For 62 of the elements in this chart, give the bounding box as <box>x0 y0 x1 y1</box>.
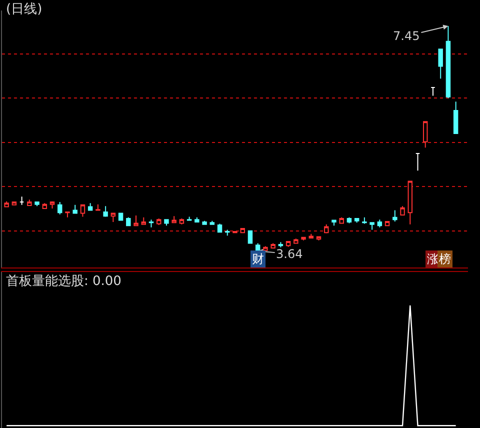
candlestick <box>377 219 382 228</box>
candlestick <box>96 204 100 211</box>
candlestick <box>453 101 458 134</box>
candlestick <box>217 223 222 233</box>
annotation: 3.64 <box>276 247 303 261</box>
candlestick <box>179 218 184 225</box>
candlestick <box>415 153 420 172</box>
candlestick <box>278 242 284 248</box>
candlestick <box>172 216 176 224</box>
candlestick <box>270 242 276 249</box>
candlestick <box>202 220 207 225</box>
candlestick <box>392 210 398 222</box>
annotation: 7.45 <box>393 29 420 43</box>
candlestick <box>19 196 24 206</box>
candlestick <box>324 224 329 234</box>
candlestick <box>422 121 428 148</box>
annotation: 财 <box>252 252 264 266</box>
candlestick <box>156 218 162 226</box>
candlestick <box>80 204 86 218</box>
candlestick <box>27 199 32 206</box>
candlestick <box>370 222 374 230</box>
candlestick <box>438 48 443 80</box>
chart-title: 首板量能选股: 0.00 <box>6 274 122 289</box>
candlestick <box>58 201 62 215</box>
candlestick <box>118 212 124 221</box>
candlestick <box>126 216 131 227</box>
candlestick <box>346 216 352 224</box>
candlestick <box>42 202 48 209</box>
candlestick <box>34 201 40 207</box>
annotation: 榜 <box>439 252 451 266</box>
candlestick <box>103 206 108 218</box>
candlestick <box>110 212 116 223</box>
candlestick <box>354 218 360 224</box>
candlestick <box>294 238 298 244</box>
candlestick <box>286 241 291 248</box>
candlestick <box>210 220 215 225</box>
candlestick <box>332 220 336 226</box>
candlestick <box>4 200 9 208</box>
candlestick <box>12 201 17 206</box>
annotation: 涨 <box>427 252 439 266</box>
candlestick <box>65 212 70 218</box>
candlestick <box>248 230 253 244</box>
candlestick <box>339 216 344 224</box>
candlestick <box>88 202 93 211</box>
candlestick <box>446 26 451 99</box>
candlestick <box>408 180 412 225</box>
candlestick <box>134 215 138 226</box>
candlestick <box>50 200 55 209</box>
chart-title: (日线) <box>6 2 42 17</box>
candlestick <box>194 216 200 223</box>
candlestick <box>301 236 306 241</box>
candlestick <box>362 216 367 224</box>
candlestick <box>400 206 405 216</box>
candlestick <box>148 219 154 228</box>
candlestick <box>225 229 230 236</box>
candlestick <box>72 204 78 214</box>
candlestick <box>141 216 146 225</box>
candlestick <box>263 246 268 251</box>
candlestick <box>308 233 314 238</box>
candlestick <box>164 219 169 226</box>
candlestick <box>430 86 436 96</box>
candlestick <box>186 216 192 221</box>
